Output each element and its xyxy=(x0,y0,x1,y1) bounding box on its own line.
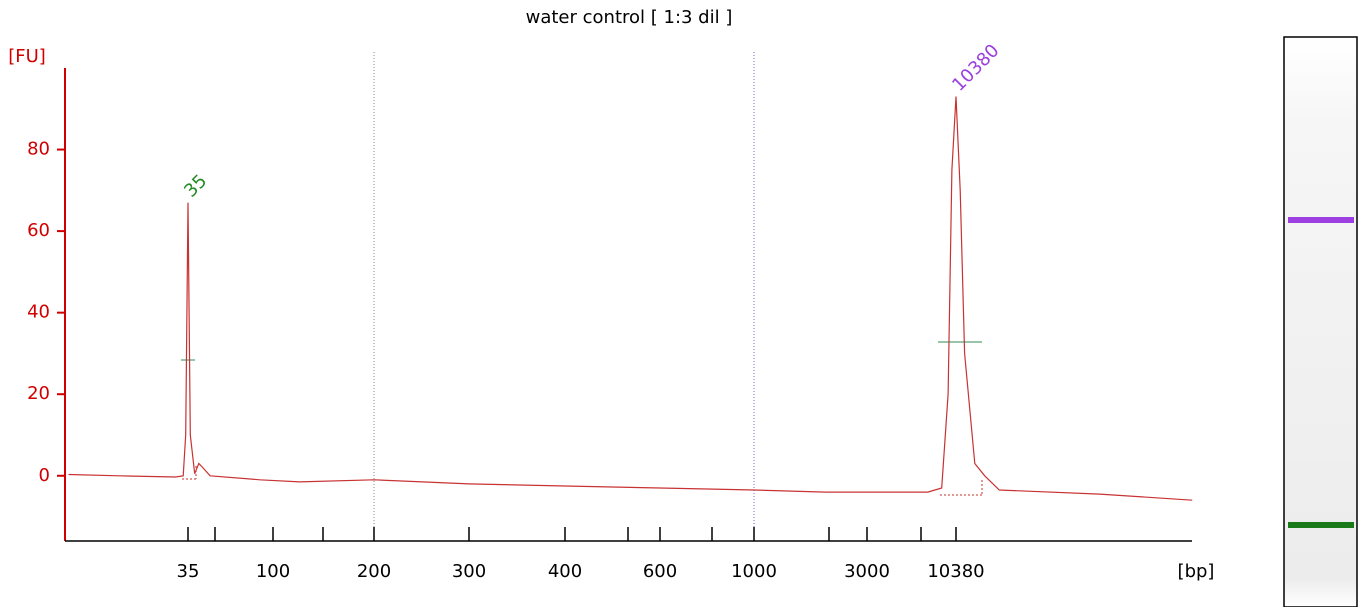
x-tick-label: 200 xyxy=(357,561,391,582)
x-tick-label: 1000 xyxy=(731,561,777,582)
peak-label: 10380 xyxy=(948,40,1003,95)
y-tick-label: 20 xyxy=(27,383,50,404)
peak-label: 35 xyxy=(180,171,211,202)
x-tick-label: 600 xyxy=(643,561,677,582)
x-tick-label: 400 xyxy=(548,561,582,582)
y-tick-label: 0 xyxy=(39,465,50,486)
x-tick-label: 35 xyxy=(177,561,200,582)
x-tick-label: 3000 xyxy=(844,561,890,582)
gel-band xyxy=(1288,217,1354,223)
chart-title: water control [ 1:3 dil ] xyxy=(526,7,733,28)
y-tick-label: 40 xyxy=(27,302,50,323)
x-tick-label: 100 xyxy=(256,561,290,582)
trace xyxy=(68,96,1193,501)
gel-band xyxy=(1288,522,1354,528)
x-tick-label: 300 xyxy=(452,561,486,582)
x-tick-label: 10380 xyxy=(927,561,984,582)
gel-lane xyxy=(1283,36,1358,608)
peak-baselines xyxy=(182,466,983,496)
y-axis-label: [FU] xyxy=(8,46,46,67)
y-tick-label: 60 xyxy=(27,220,50,241)
y-tick-label: 80 xyxy=(27,139,50,160)
x-axis-label: [bp] xyxy=(1178,561,1215,582)
peak-half-height xyxy=(181,341,982,361)
minor-ticks xyxy=(214,527,922,541)
